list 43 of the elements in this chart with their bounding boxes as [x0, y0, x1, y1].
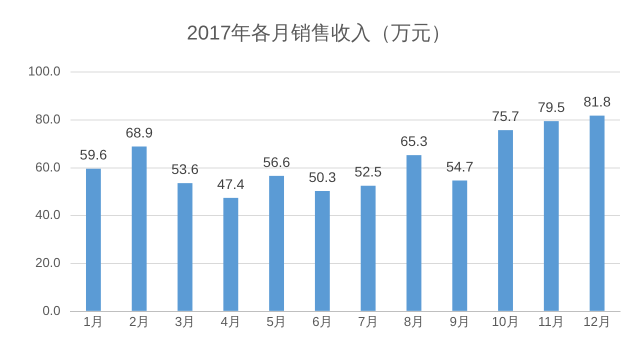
y-tick-label: 40.0: [35, 207, 61, 222]
data-label: 53.6: [171, 160, 199, 177]
chart-title: 2017年各月销售收入（万元）: [186, 22, 452, 45]
bar: [269, 176, 284, 311]
data-label: 52.5: [354, 164, 382, 180]
x-tick-label: 6月: [312, 314, 332, 329]
bar: [590, 116, 605, 311]
bar: [314, 190, 330, 311]
bar: [498, 130, 513, 311]
x-tick-label: 1月: [83, 314, 104, 329]
bar: [178, 183, 192, 311]
data-label: 50.3: [308, 168, 336, 185]
data-label: 59.6: [80, 146, 108, 163]
data-label: 54.7: [446, 158, 474, 174]
y-tick-label: 60.0: [35, 159, 61, 174]
data-label: 56.6: [262, 154, 290, 170]
y-tick-label: 20.0: [35, 255, 61, 270]
x-tick-label: 12月: [583, 314, 611, 329]
x-tick-label: 5月: [266, 314, 287, 329]
data-label: 68.9: [126, 124, 154, 140]
bar: [86, 168, 101, 311]
data-label: 79.5: [538, 98, 566, 115]
data-label: 75.7: [492, 108, 520, 124]
data-label: 65.3: [400, 132, 428, 149]
y-tick-label: 0.0: [42, 302, 61, 318]
bar: [452, 180, 468, 311]
x-tick-label: 11月: [538, 314, 565, 329]
x-tick-label: 3月: [174, 314, 196, 329]
bar: [406, 155, 422, 311]
x-tick-label: 2月: [129, 314, 150, 329]
bar: [544, 121, 559, 311]
bar: [132, 146, 147, 311]
bar: [360, 186, 376, 311]
y-tick-label: 80.0: [35, 111, 61, 126]
x-tick-label: 7月: [358, 314, 378, 329]
x-tick-label: 4月: [220, 314, 241, 329]
x-tick-label: 8月: [404, 314, 424, 329]
data-label: 81.8: [583, 93, 611, 110]
data-label: 47.4: [217, 176, 245, 192]
bar: [223, 198, 238, 311]
y-tick-label: 100.0: [28, 64, 61, 79]
x-tick-label: 9月: [450, 314, 470, 329]
x-tick-label: 10月: [492, 314, 520, 329]
